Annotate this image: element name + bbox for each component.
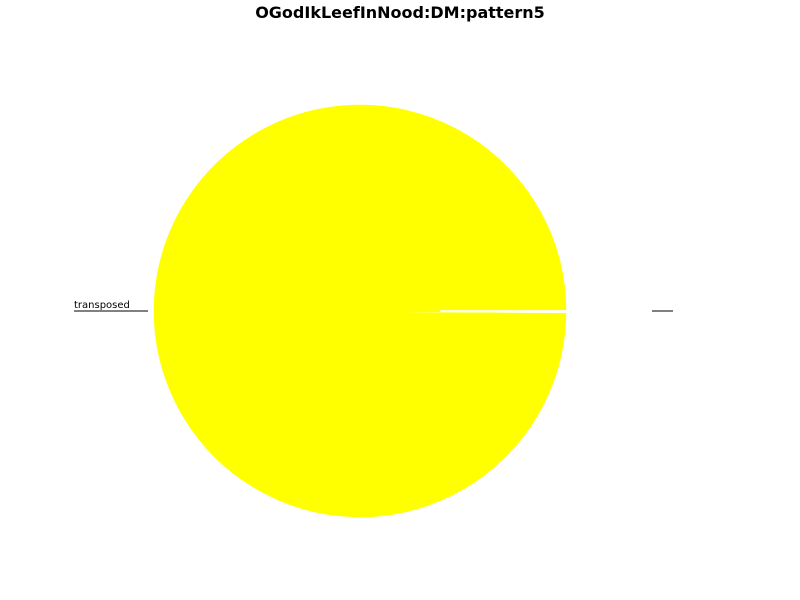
pie-slice-1 [359,310,568,314]
chart-title: OGodIkLeefInNood:DM:pattern5 [255,3,545,22]
slice-label-0: transposed [74,300,130,311]
